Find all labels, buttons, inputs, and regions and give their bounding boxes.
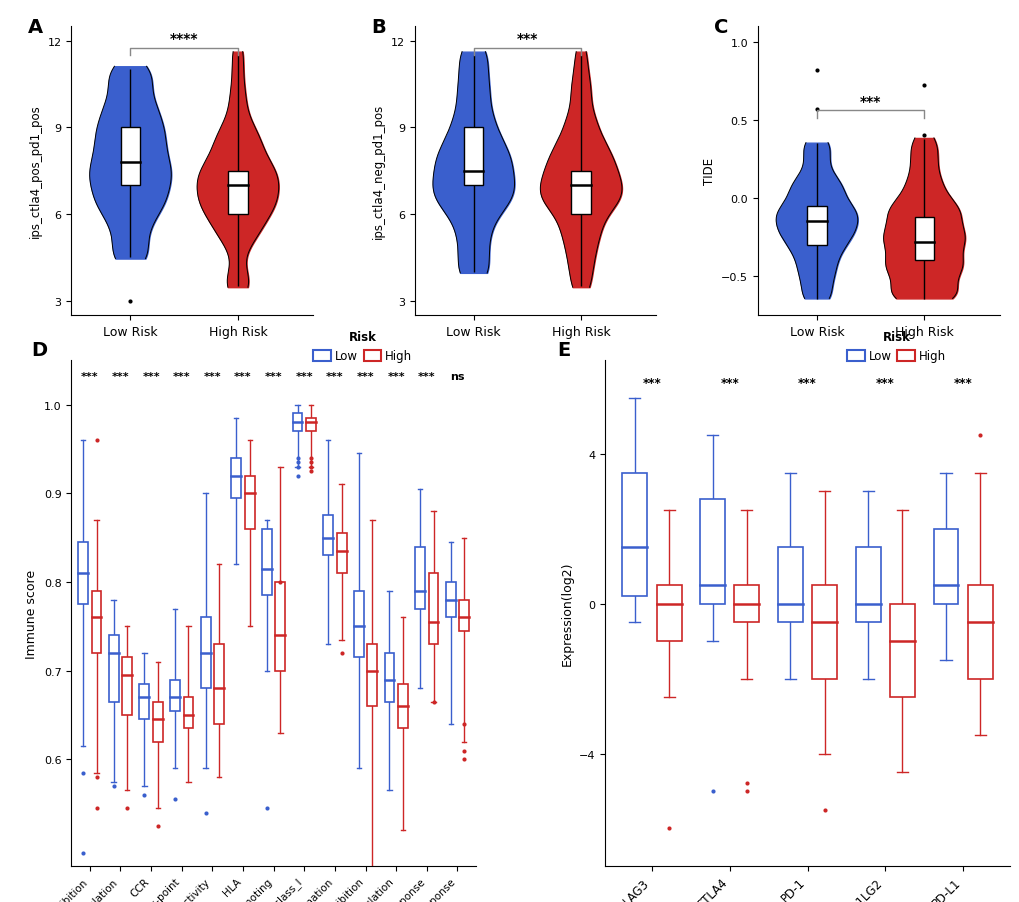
Text: A: A bbox=[28, 18, 43, 37]
Text: ns: ns bbox=[449, 372, 465, 382]
Text: ***: *** bbox=[296, 372, 313, 382]
Bar bbox=[806, 207, 825, 245]
Bar bbox=[914, 217, 933, 261]
Bar bbox=[734, 585, 758, 622]
Text: ***: *** bbox=[953, 377, 971, 390]
Bar bbox=[170, 680, 179, 711]
Bar bbox=[571, 171, 590, 215]
Text: ***: *** bbox=[204, 372, 221, 382]
Bar bbox=[92, 591, 101, 653]
Legend: Low, High: Low, High bbox=[842, 327, 950, 368]
Text: ***: *** bbox=[418, 372, 435, 382]
Text: ***: *** bbox=[81, 372, 99, 382]
Bar bbox=[777, 548, 802, 622]
Y-axis label: ips_ctla4_pos_pd1_pos: ips_ctla4_pos_pd1_pos bbox=[29, 105, 42, 238]
Text: E: E bbox=[556, 341, 570, 360]
Bar bbox=[967, 585, 991, 679]
Y-axis label: Immune score: Immune score bbox=[25, 569, 39, 658]
Text: D: D bbox=[31, 341, 47, 360]
Bar bbox=[140, 685, 149, 720]
Bar bbox=[228, 171, 248, 215]
Y-axis label: ips_ctla4_neg_pd1_pos: ips_ctla4_neg_pd1_pos bbox=[372, 104, 385, 239]
Text: ***: *** bbox=[859, 95, 880, 108]
Bar bbox=[214, 644, 224, 724]
Bar bbox=[415, 547, 425, 609]
Text: ***: *** bbox=[875, 377, 894, 390]
Bar bbox=[464, 128, 483, 186]
Text: ***: *** bbox=[234, 372, 252, 382]
Bar bbox=[201, 618, 210, 689]
Bar bbox=[397, 685, 408, 729]
Text: ***: *** bbox=[357, 372, 374, 382]
Bar bbox=[262, 529, 271, 595]
Text: ***: *** bbox=[142, 372, 160, 382]
Y-axis label: Expression(log2): Expression(log2) bbox=[560, 561, 573, 666]
Bar bbox=[932, 529, 958, 604]
Bar bbox=[384, 653, 394, 702]
Bar bbox=[428, 574, 438, 644]
Bar bbox=[306, 419, 316, 432]
Text: ****: **** bbox=[170, 32, 199, 46]
Bar bbox=[109, 636, 118, 702]
Text: ***: *** bbox=[517, 32, 538, 46]
Bar bbox=[622, 473, 647, 596]
Bar bbox=[354, 591, 364, 658]
Text: ***: *** bbox=[642, 377, 660, 390]
Text: ***: *** bbox=[326, 372, 343, 382]
Bar bbox=[292, 414, 303, 432]
Text: B: B bbox=[371, 18, 385, 37]
Bar bbox=[183, 697, 194, 729]
Bar bbox=[855, 548, 879, 622]
Bar bbox=[323, 516, 333, 556]
Bar bbox=[367, 644, 377, 706]
Bar bbox=[245, 476, 255, 529]
Bar bbox=[699, 499, 725, 604]
Bar bbox=[656, 585, 681, 641]
Text: C: C bbox=[713, 18, 728, 37]
Text: ***: *** bbox=[798, 377, 816, 390]
Text: ***: *** bbox=[719, 377, 739, 390]
Bar bbox=[78, 542, 88, 604]
Bar bbox=[231, 458, 240, 498]
Bar bbox=[890, 604, 914, 697]
Y-axis label: TIDE: TIDE bbox=[702, 158, 715, 185]
Bar bbox=[336, 534, 346, 574]
Bar bbox=[811, 585, 837, 679]
Bar bbox=[122, 658, 131, 715]
Bar bbox=[153, 702, 163, 741]
Text: ***: *** bbox=[265, 372, 282, 382]
Legend: Low, High: Low, High bbox=[309, 327, 416, 368]
Bar bbox=[445, 583, 455, 618]
Bar bbox=[275, 583, 285, 671]
Text: ***: *** bbox=[111, 372, 129, 382]
Bar bbox=[120, 128, 140, 186]
Bar bbox=[459, 600, 469, 631]
Text: ***: *** bbox=[387, 372, 405, 382]
Text: ***: *** bbox=[173, 372, 191, 382]
